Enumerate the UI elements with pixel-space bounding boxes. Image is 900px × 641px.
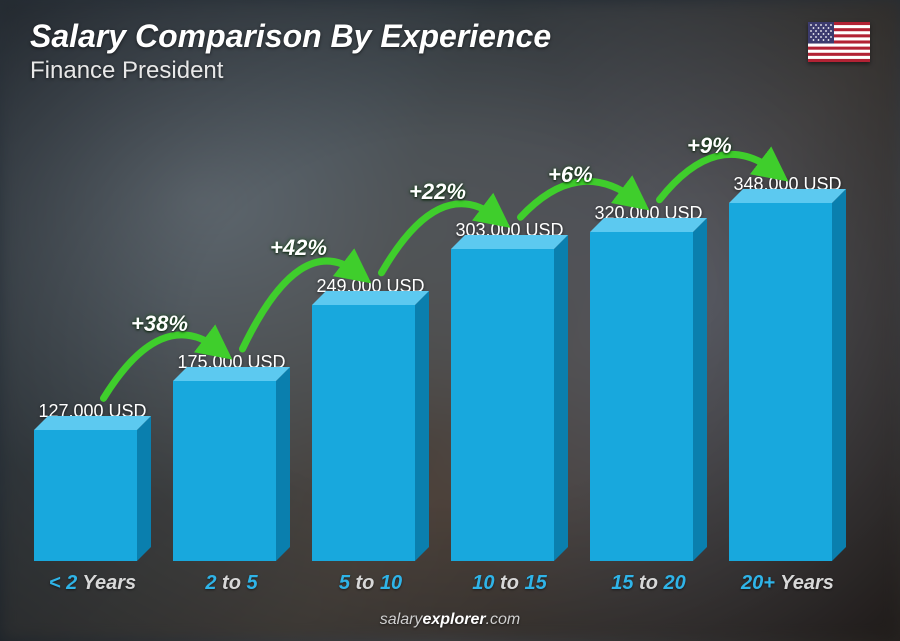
chart-subtitle: Finance President	[30, 57, 551, 85]
x-label: 15 to 20	[590, 572, 707, 595]
x-label: 10 to 15	[451, 572, 568, 595]
footer-suffix: .com	[486, 611, 521, 628]
chart-title: Salary Comparison By Experience	[30, 18, 551, 55]
x-label: < 2 Years	[34, 572, 151, 595]
pct-label: +22%	[409, 179, 466, 205]
pct-label: +9%	[687, 133, 732, 159]
x-label: 2 to 5	[173, 572, 290, 595]
growth-arrow	[660, 154, 775, 199]
growth-arrow	[243, 261, 358, 349]
footer-brand-1: salary	[380, 611, 423, 628]
title-block: Salary Comparison By Experience Finance …	[30, 18, 551, 85]
footer-attribution: salaryexplorer.com	[0, 611, 900, 629]
footer-brand-2: explorer	[422, 611, 485, 628]
x-label: 20+ Years	[729, 572, 846, 595]
growth-arrow	[104, 335, 219, 398]
chart-area: 127,000 USD< 2 Years175,000 USD2 to 5249…	[34, 120, 846, 561]
chart-container: Salary Comparison By Experience Finance …	[0, 0, 900, 641]
pct-label: +6%	[548, 162, 593, 188]
x-label: 5 to 10	[312, 572, 429, 595]
pct-label: +42%	[270, 235, 327, 261]
pct-label: +38%	[131, 311, 188, 337]
growth-arrow	[382, 204, 497, 273]
us-flag-icon	[808, 22, 870, 62]
